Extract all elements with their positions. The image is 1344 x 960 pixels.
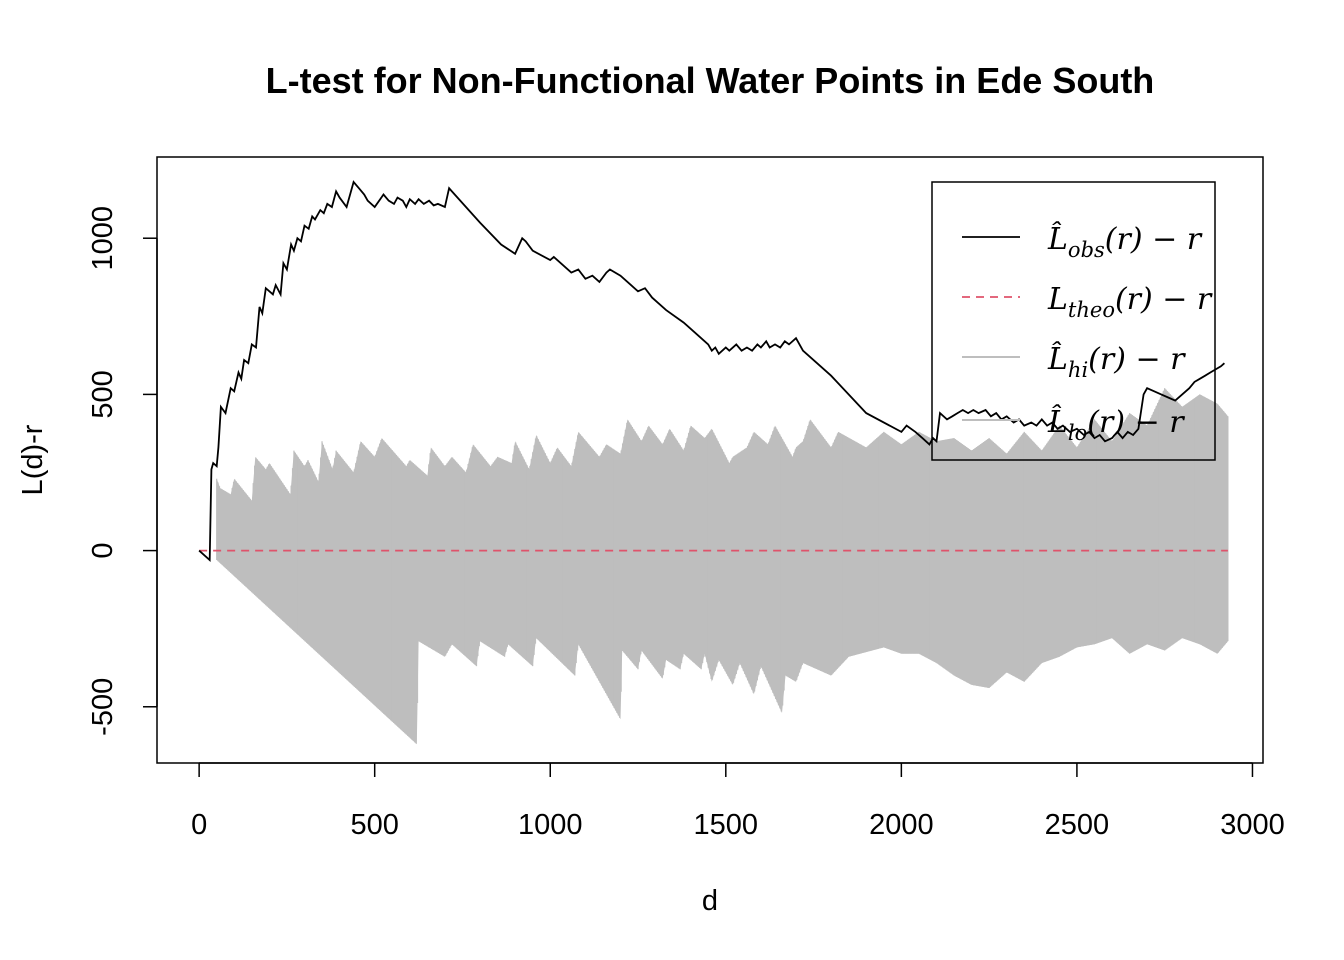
x-axis-label: d [702, 885, 718, 917]
x-tick-label: 2000 [869, 809, 934, 841]
x-tick-label: 1500 [694, 809, 759, 841]
x-tick-label: 500 [350, 809, 398, 841]
y-tick-label: -500 [87, 678, 119, 736]
x-tick-label: 2500 [1045, 809, 1110, 841]
obs-line-layer [198, 180, 1225, 562]
x-tick-label: 1000 [518, 809, 583, 841]
legend: L̂obs(r) − r Ltheo(r) − r L̂hi(r) − r L̂lo(… [931, 181, 1216, 461]
legend-label-lo: L̂lo(r) − r [1047, 405, 1185, 445]
legend-box [931, 181, 1216, 461]
obs-line [198, 180, 1225, 562]
legend-label-hi: L̂hi(r) − r [1047, 342, 1186, 382]
x-tick-label: 3000 [1220, 809, 1285, 841]
y-axis-label: L(d)-r [17, 424, 49, 495]
y-tick-label: 0 [87, 543, 119, 559]
x-tick-label: 0 [191, 809, 207, 841]
y-axis: -500 0 500 1000 [87, 206, 158, 736]
legend-label-obs: L̂obs(r) − r [1047, 222, 1203, 262]
envelope-band [216, 388, 1229, 745]
chart-title: L-test for Non-Functional Water Points i… [266, 60, 1155, 101]
x-axis: 0 500 1000 1500 2000 2500 3000 [191, 762, 1285, 841]
legend-label-theo: Ltheo(r) − r [1047, 282, 1213, 322]
y-tick-label: 1000 [87, 206, 119, 271]
envelope-strokes [216, 388, 1229, 744]
y-tick-label: 500 [87, 370, 119, 418]
